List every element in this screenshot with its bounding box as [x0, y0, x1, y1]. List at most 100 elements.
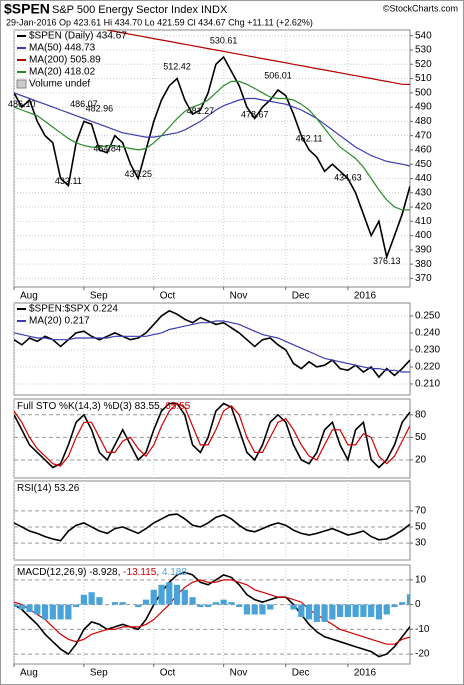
price-annotation: 482.96: [86, 104, 114, 114]
y-tick-label: 470: [415, 130, 432, 141]
histogram-bar: [321, 604, 328, 622]
price-annotation: 454.84: [93, 144, 121, 154]
y-tick-label: 400: [415, 230, 432, 241]
histogram-bar: [57, 604, 64, 620]
y-tick-label: 460: [415, 145, 432, 156]
histogram-bar: [18, 604, 25, 610]
legend-label: MA(200) 505.89: [29, 55, 101, 66]
histogram-bar: [220, 599, 227, 605]
y-tick-label: -20: [415, 649, 430, 660]
y-tick-label: 450: [415, 159, 432, 170]
histogram-bar: [205, 604, 212, 608]
histogram-bar: [352, 604, 359, 617]
symbol: $SPEN: [4, 1, 50, 17]
price-annotation: 462.11: [296, 133, 323, 143]
y-tick-label: 390: [415, 245, 432, 256]
legend-value: 53.26: [54, 483, 79, 494]
y-tick-label: 0.250: [415, 311, 440, 322]
price-annotation: 432.11: [55, 176, 82, 186]
legend-swatch: [16, 79, 27, 89]
price-annotation: 530.61: [210, 35, 238, 45]
y-tick-label: 0.210: [415, 379, 440, 390]
y-tick-label: 50: [415, 522, 427, 533]
price-annotation: 486.07: [70, 99, 98, 109]
histogram-bar: [26, 604, 33, 613]
histogram-bar: [73, 604, 80, 608]
histogram-bar: [34, 604, 41, 615]
legend-label: MA(20) 418.02: [29, 67, 96, 78]
histogram-bar: [96, 597, 103, 605]
histogram-bar: [399, 602, 406, 605]
price-annotation: 512.42: [163, 61, 191, 71]
histogram-bar: [181, 589, 188, 605]
histogram-bar: [14, 604, 18, 608]
y-tick-label: 80: [415, 409, 427, 420]
y-tick-label: 380: [415, 259, 432, 270]
histogram-bar: [305, 604, 313, 620]
histogram-bar: [391, 604, 398, 608]
y-tick-label: 10: [415, 574, 427, 585]
series-line: [14, 513, 410, 542]
price-annotation: 434.63: [334, 173, 362, 183]
histogram-bar: [197, 604, 204, 608]
histogram-bar: [243, 604, 251, 615]
y-tick-label: 50: [415, 432, 427, 443]
legend: RSI(14) 53.26: [17, 483, 80, 494]
y-tick-label: 20: [415, 455, 427, 466]
y-tick-label: 0.220: [415, 362, 440, 373]
legend: Full STO %K(14,3) %D(3) 83.55, 65.55: [17, 401, 191, 412]
histogram-bar: [375, 604, 383, 620]
price-annotation: 478.67: [241, 110, 269, 120]
x-tick-label: 2016: [354, 668, 377, 679]
legend-value: 83.55,: [135, 401, 163, 412]
histogram-bar: [88, 592, 95, 605]
legend-title: MACD(12,26,9): [17, 567, 86, 578]
quote: 29-Jan-2016 Op 423.61 Hi 434.70 Lo 421.5…: [6, 17, 313, 27]
panel-frame: [13, 302, 411, 396]
histogram-bar: [298, 604, 305, 617]
y-tick-label: 500: [415, 87, 432, 98]
legend-label: $SPEN (Daily) 434.67: [29, 31, 127, 42]
y-tick-label: 530: [415, 45, 432, 56]
legend-value: -13.115,: [123, 567, 159, 578]
histogram-bar: [337, 604, 344, 617]
histogram-bar: [383, 604, 390, 615]
histogram-bar: [259, 604, 266, 615]
histogram-bar: [166, 582, 173, 605]
x-tick-label: Sep: [90, 668, 108, 679]
x-tick-label: Nov: [230, 291, 248, 302]
chart-title: S&P 500 Energy Sector Index INDX: [52, 4, 228, 16]
series-line: [14, 309, 410, 379]
series-line: [107, 30, 410, 85]
series-line: [14, 402, 410, 469]
histogram-bar: [189, 597, 196, 605]
histogram-bar: [111, 602, 119, 605]
x-tick-label: Nov: [230, 668, 248, 679]
y-tick-label: 510: [415, 73, 432, 84]
histogram-bar: [41, 604, 49, 620]
legend-title: RSI(14): [17, 483, 51, 494]
histogram-bar: [212, 602, 219, 605]
legend-value: 4.188: [162, 567, 187, 578]
histogram-bar: [135, 604, 142, 608]
histogram-bar: [360, 604, 367, 617]
y-tick-label: 0.230: [415, 345, 440, 356]
x-tick-label: 2016: [354, 291, 377, 302]
series-line: [14, 55, 410, 260]
y-tick-label: 520: [415, 59, 432, 70]
price-annotation: 437.25: [124, 169, 152, 179]
series-line: [14, 402, 410, 467]
histogram-bar: [251, 604, 258, 615]
histogram-bar: [158, 584, 165, 605]
legend-title: Full STO %K(14,3) %D(3): [17, 401, 132, 412]
legend-label: MA(50) 448.73: [29, 43, 96, 54]
price-annotation: 376.13: [373, 256, 401, 266]
histogram-bar: [65, 604, 72, 620]
y-tick-label: 540: [415, 30, 432, 41]
y-tick-label: -10: [415, 624, 430, 635]
series-line: [14, 579, 410, 645]
series-line: [14, 80, 410, 211]
histogram-bar: [80, 594, 87, 605]
x-tick-label: Sep: [90, 291, 108, 302]
y-tick-label: 440: [415, 173, 432, 184]
